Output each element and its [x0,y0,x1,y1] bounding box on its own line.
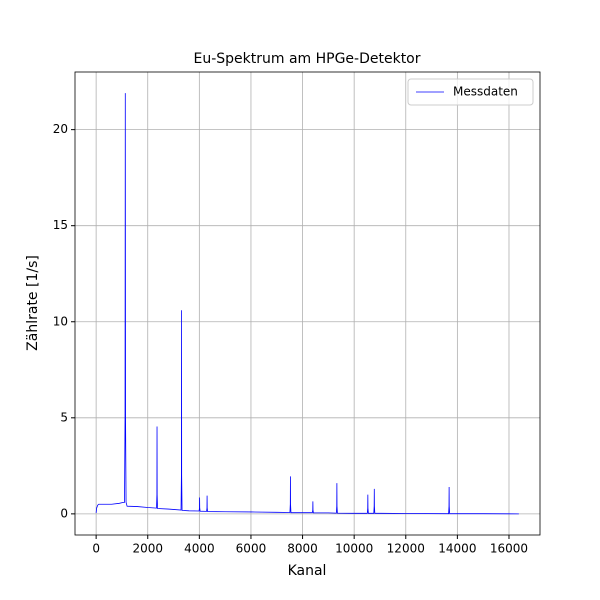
legend-label: Messdaten [453,85,518,99]
x-tick-label: 10000 [335,542,373,556]
y-tick-label: 15 [53,218,68,232]
x-axis-label: Kanal [288,563,327,579]
y-tick-label: 20 [53,122,68,136]
legend-box [407,78,534,106]
data-line [95,93,519,515]
x-tick-label: 12000 [387,542,425,556]
x-tick-label: 8000 [287,542,318,556]
x-tick-label: 2000 [132,542,163,556]
chart-title: Eu-Spektrum am HPGe-Detektor [193,51,420,67]
axes-frame [74,71,541,536]
y-tick-label: 5 [60,410,68,424]
x-tick-label: 0 [92,542,100,556]
x-tick-label: 16000 [490,542,528,556]
x-tick-label: 14000 [438,542,476,556]
x-tick-label: 6000 [236,542,267,556]
y-axis-label: Zählrate [1/s] [25,255,41,351]
x-tick-label: 4000 [184,542,215,556]
y-tick-label: 0 [60,506,68,520]
y-tick-label: 10 [53,314,68,328]
